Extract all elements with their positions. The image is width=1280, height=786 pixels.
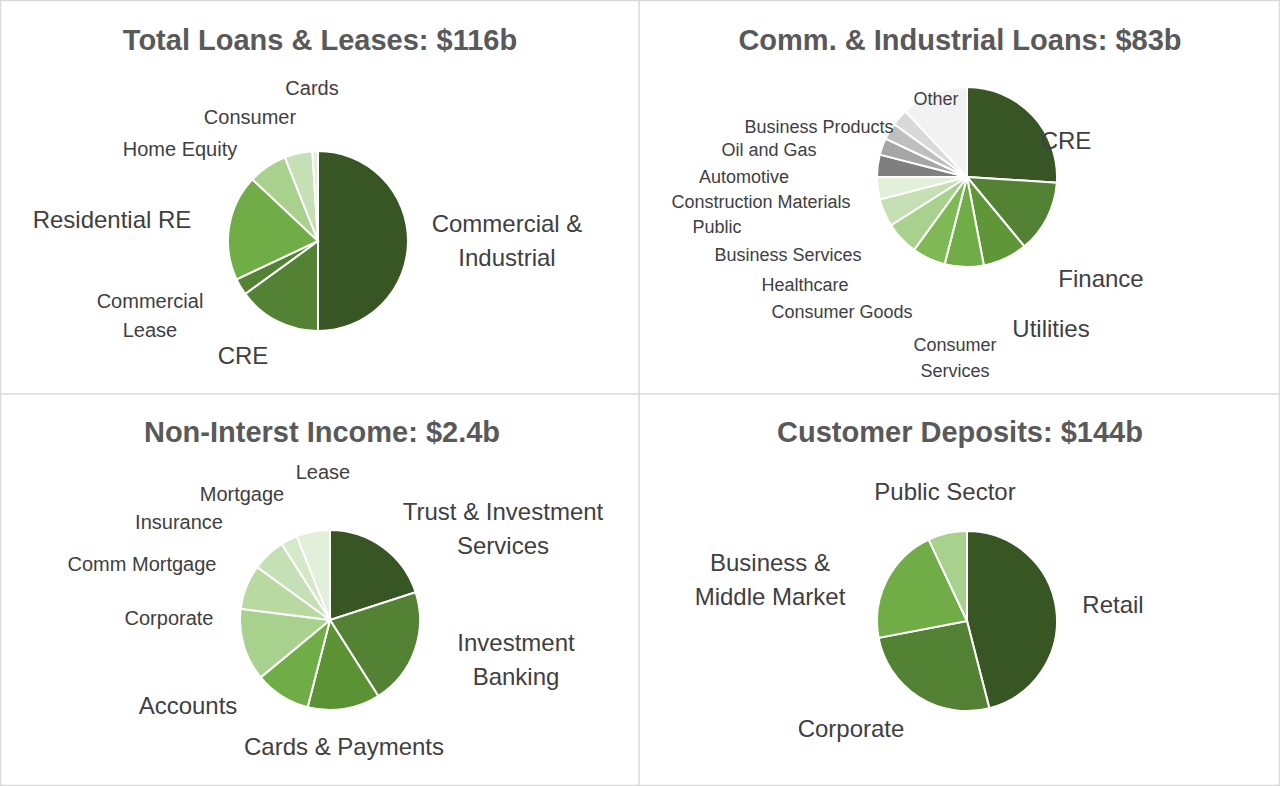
pie-slices-inner <box>877 531 1057 711</box>
slice-label: Corporate <box>798 715 905 742</box>
panel-divider <box>638 0 640 786</box>
pie-slices <box>240 530 420 710</box>
pie-slice <box>905 87 967 177</box>
chart-title: Total Loans & Leases: $116b <box>123 24 517 56</box>
slice-label-line: Middle Market <box>695 584 846 611</box>
slice-label-line: Trust & Investment <box>403 498 604 525</box>
slice-labels: Commercial & Industrial CRE Commercial Lease… <box>33 77 583 369</box>
slice-label-line: Investment <box>457 629 575 656</box>
slice-labels: CREFinanceUtilitiesConsumerServicesConsu… <box>671 89 1143 381</box>
slice-label: Business Services <box>714 245 861 265</box>
slice-label: Public <box>692 217 741 237</box>
pie-slice <box>877 177 967 199</box>
slice-label: Oil and Gas <box>721 140 816 160</box>
pie-slice <box>297 530 330 620</box>
slice-label: Consumer Services <box>913 335 996 381</box>
slice-label: Mortgage <box>200 483 285 505</box>
slice-label: Cards <box>285 77 338 99</box>
pie-slices-inner <box>240 530 420 710</box>
slice-label: Corporate <box>125 607 214 629</box>
slice-label: Construction Materials <box>671 192 850 212</box>
slice-label: Utilities <box>1012 315 1089 342</box>
slice-label-line: Banking <box>473 664 560 691</box>
slice-label-line: Services <box>457 533 549 560</box>
pie-slices <box>877 531 1057 711</box>
slice-label: Lease <box>296 461 351 483</box>
slice-label: Public Sector <box>874 478 1015 505</box>
pie-slices <box>228 151 408 331</box>
chart-title: Customer Deposits: $144b <box>777 416 1143 448</box>
chart-title: Comm. & Industrial Loans: $83b <box>738 24 1181 56</box>
slice-label: CRE <box>218 342 269 369</box>
slice-label: Consumer Goods <box>771 302 912 322</box>
slice-labels: Trust & Investment Services Investment Bank… <box>68 461 604 760</box>
slice-label: Trust & Investment Services <box>403 498 604 560</box>
slice-label-line: Services <box>920 361 989 381</box>
slice-label: Consumer <box>204 106 297 128</box>
panel-frame <box>0 0 1280 786</box>
pie-slice <box>929 531 967 621</box>
pie-slices-inner <box>877 87 1057 267</box>
pie-slice <box>312 151 318 241</box>
pie-chart: Comm. & Industrial Loans: $83b CRE Finance… <box>671 24 1181 381</box>
slice-label: Comm Mortgage <box>68 553 217 575</box>
slice-label: Healthcare <box>761 275 848 295</box>
slice-label: Residential RE <box>33 206 192 233</box>
slice-label: CRE <box>1041 127 1092 154</box>
pie-slice <box>318 151 408 331</box>
panel-divider <box>0 393 1280 395</box>
slice-labels: Retail Corporate Business & Middle Market Pu… <box>695 478 1144 742</box>
slice-label: Retail <box>1082 591 1143 618</box>
slice-label: Other <box>913 89 958 109</box>
pie-chart: Non-Interst Income: $2.4b Trust & Investm… <box>68 416 604 761</box>
panel-border <box>1 1 1280 786</box>
slice-label-line: Lease <box>123 319 178 341</box>
slice-label: Commercial & Industrial <box>432 210 583 272</box>
slice-label: Finance <box>1058 265 1143 292</box>
pie-slices <box>877 87 1057 267</box>
slice-label-line: Consumer <box>913 335 996 355</box>
slice-label: Accounts <box>139 692 238 719</box>
pie-chart: Total Loans & Leases: $116b Commercial & I… <box>33 24 583 370</box>
slice-label: Business & Middle Market <box>695 549 846 611</box>
slice-label: Automotive <box>699 167 789 187</box>
pie-chart: Customer Deposits: $144b Retail Corporate B… <box>695 416 1144 743</box>
slice-label-line: Commercial <box>97 290 204 312</box>
slice-label: Commercial Lease <box>97 290 204 341</box>
slice-label: Investment Banking <box>457 629 575 691</box>
slice-label: Home Equity <box>123 138 238 160</box>
chart-title: Non-Interst Income: $2.4b <box>144 416 500 448</box>
pie-slice <box>285 151 318 241</box>
slice-label-line: Business & <box>710 549 830 576</box>
slice-label: Cards & Payments <box>244 733 444 760</box>
slice-label: Business Products <box>744 117 893 137</box>
slice-label: Insurance <box>135 511 223 533</box>
slice-label-line: Commercial & <box>432 210 583 237</box>
pie-slices-inner <box>228 151 408 331</box>
slice-label-line: Industrial <box>458 245 555 272</box>
